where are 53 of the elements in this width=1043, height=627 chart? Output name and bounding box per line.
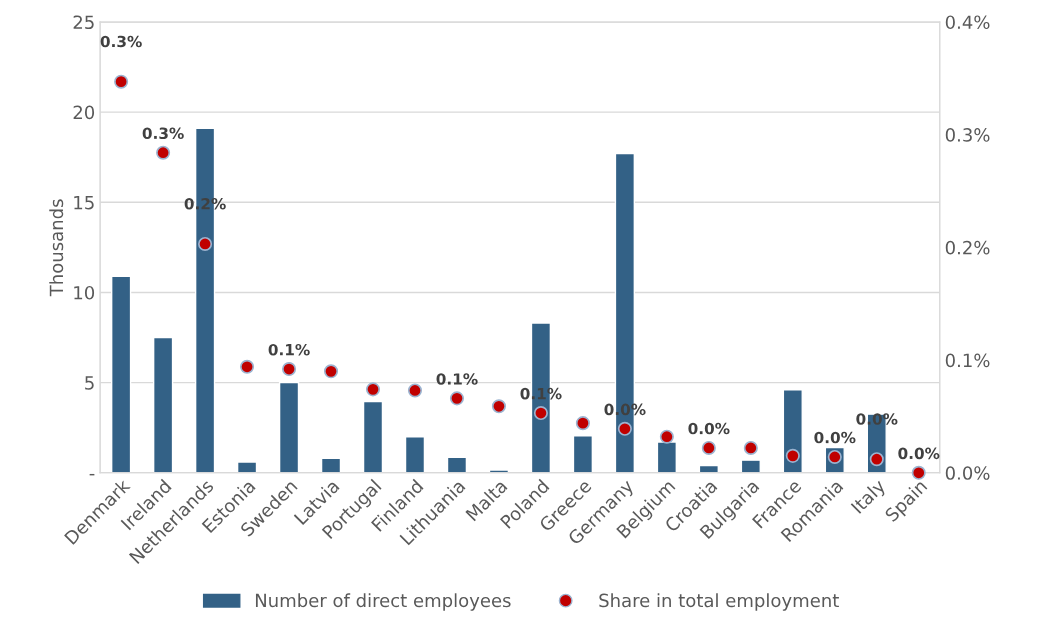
bar xyxy=(656,441,678,473)
bar xyxy=(572,435,594,473)
data-label: 0.3% xyxy=(142,127,184,140)
bar xyxy=(362,400,384,473)
point xyxy=(533,405,548,421)
data-label: 0.3% xyxy=(100,35,142,48)
point xyxy=(869,452,884,467)
point xyxy=(701,440,716,456)
point xyxy=(617,421,632,436)
y-tick-label: - xyxy=(89,473,95,476)
data-label: 0.1% xyxy=(268,343,310,356)
point xyxy=(785,448,800,463)
data-label: 0.1% xyxy=(436,373,478,385)
point xyxy=(114,74,129,89)
bar xyxy=(110,275,132,473)
y2-tick-label: 0.4% xyxy=(945,15,990,30)
data-label: 0.0% xyxy=(688,422,730,435)
data-label: 0.0% xyxy=(898,447,940,460)
y-tick-label: 20 xyxy=(73,105,95,120)
point xyxy=(575,416,590,431)
bar xyxy=(152,336,174,473)
y-tick-label: 5 xyxy=(85,376,94,390)
y2-tick-label: 0.2% xyxy=(945,240,990,255)
point xyxy=(323,364,339,379)
bar xyxy=(488,469,510,473)
y2-tick-label: 0.3% xyxy=(945,128,990,142)
bar xyxy=(320,457,342,473)
bar xyxy=(278,381,300,473)
point xyxy=(198,236,213,252)
bar xyxy=(782,389,803,473)
point xyxy=(743,440,758,456)
y-tick-label: 15 xyxy=(74,195,94,210)
bar xyxy=(236,461,258,473)
point xyxy=(365,382,381,397)
bar xyxy=(446,456,468,473)
point xyxy=(911,465,926,480)
point xyxy=(449,391,465,406)
point xyxy=(240,359,255,374)
point xyxy=(659,429,674,444)
y2-tick-label: 0.0% xyxy=(945,466,990,480)
y-tick-label: 10 xyxy=(74,285,95,300)
point xyxy=(156,145,171,160)
y-tick-label: 25 xyxy=(73,15,94,30)
y2-tick-label: 0.1% xyxy=(945,353,990,368)
point xyxy=(407,383,423,398)
bar xyxy=(740,459,761,473)
y-axis-title: Thousands xyxy=(49,199,64,297)
point xyxy=(491,399,506,414)
point xyxy=(281,362,297,377)
data-label: 0.0% xyxy=(814,431,856,444)
legend-label: Share in total employment xyxy=(599,593,839,611)
bar xyxy=(404,435,426,473)
legend-label: Number of direct employees xyxy=(255,593,511,611)
